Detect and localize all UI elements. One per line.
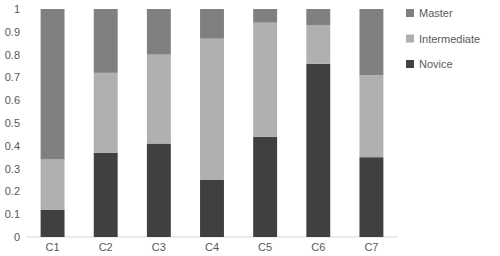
bar-segment: [253, 9, 277, 23]
x-tick-label: C2: [99, 241, 113, 253]
bar-segment: [253, 137, 277, 237]
x-tick-label: C5: [258, 241, 272, 253]
legend-label: Master: [419, 7, 453, 19]
y-tick: [24, 168, 26, 169]
bar-segment: [200, 9, 224, 39]
y-tick-label: 0.9: [5, 26, 20, 38]
bar-segment: [94, 153, 118, 237]
bar-segment: [94, 9, 118, 73]
y-tick-label: 0.4: [5, 140, 20, 152]
bar-segment: [94, 73, 118, 153]
y-tick-label: 0.5: [5, 117, 20, 129]
chart: 0 0.1 0.2 0.3 0.4 0.5 0.6 0.7 0.8 0.9 1 C1 C2 C3 C4 C5 C…: [0, 0, 500, 256]
bars: [41, 9, 384, 237]
bar-segment: [359, 157, 383, 237]
bar-segment: [41, 9, 65, 159]
y-tick-label: 0.8: [5, 49, 20, 61]
y-tick: [24, 31, 26, 32]
y-tick-label: 0: [14, 231, 20, 243]
bar-segment: [306, 9, 330, 25]
y-tick: [24, 100, 26, 101]
y-tick: [24, 54, 26, 55]
bar-segment: [147, 55, 171, 144]
bar-segment: [147, 9, 171, 55]
y-tick: [24, 191, 26, 192]
y-tick-label: 0.2: [5, 185, 20, 197]
legend-swatch: [406, 35, 414, 43]
bar-segment: [200, 39, 224, 180]
chart-container: 0 0.1 0.2 0.3 0.4 0.5 0.6 0.7 0.8 0.9 1 C1 C2 C3 C4 C5 C…: [0, 0, 500, 256]
x-tick-label: C7: [364, 241, 378, 253]
y-tick-label: 0.1: [5, 208, 20, 220]
bar-segment: [359, 9, 383, 75]
y-tick-label: 1: [14, 3, 20, 15]
legend-swatch: [406, 60, 414, 68]
legend-swatch: [406, 9, 414, 17]
y-tick-label: 0.6: [5, 94, 20, 106]
y-tick: [24, 145, 26, 146]
bar-segment: [306, 64, 330, 237]
bar-segment: [359, 75, 383, 157]
y-tick: [24, 214, 26, 215]
x-tick-label: C6: [311, 241, 325, 253]
y-tick: [24, 237, 26, 238]
y-tick-label: 0.7: [5, 71, 20, 83]
bar-segment: [41, 159, 65, 209]
y-tick: [24, 77, 26, 78]
x-tick-label: C1: [46, 241, 60, 253]
y-tick-label: 0.3: [5, 163, 20, 175]
bar-segment: [147, 144, 171, 237]
legend-label: Intermediate: [419, 33, 480, 45]
y-tick: [24, 123, 26, 124]
bar-segment: [200, 180, 224, 237]
bar-segment: [41, 210, 65, 237]
legend-label: Novice: [419, 58, 453, 70]
bar-segment: [253, 23, 277, 137]
x-tick-label: C4: [205, 241, 219, 253]
y-tick: [24, 9, 26, 10]
x-tick-label: C3: [152, 241, 166, 253]
bar-segment: [306, 25, 330, 64]
